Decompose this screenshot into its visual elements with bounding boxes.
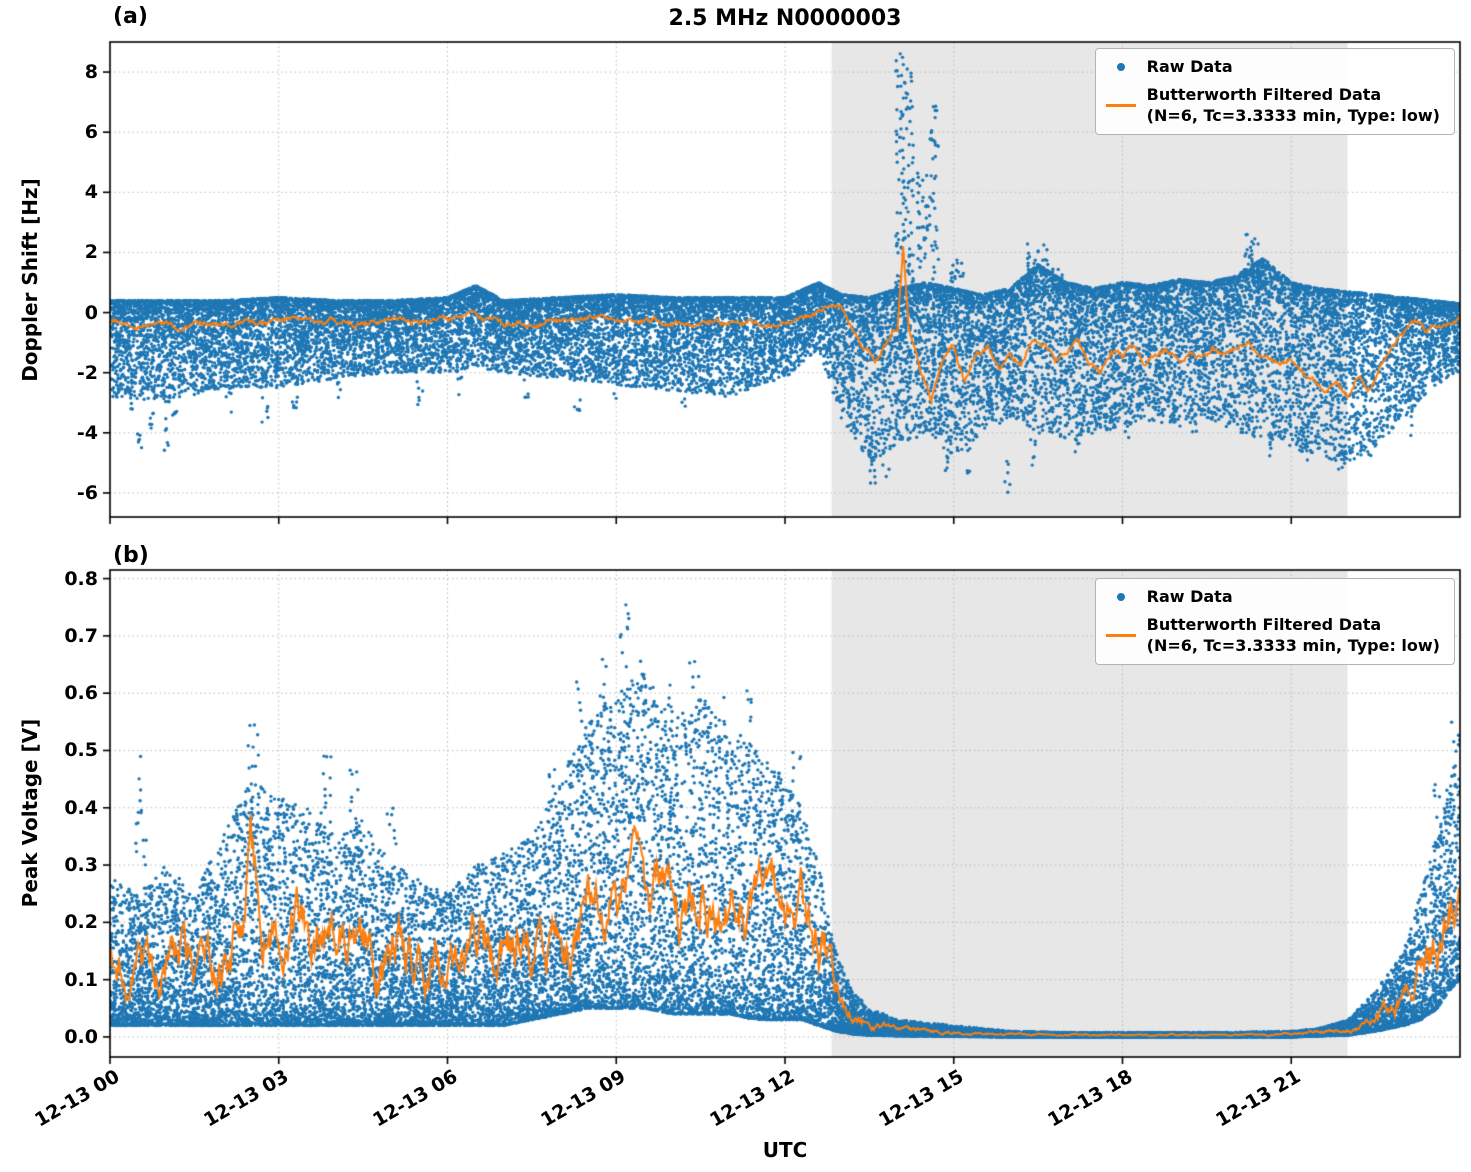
y-tick-label: -2 bbox=[76, 361, 98, 384]
raw-data-marker bbox=[1104, 63, 1138, 72]
y-axis-label-a: Doppler Shift [Hz] bbox=[18, 178, 42, 382]
filtered-data-marker bbox=[1104, 634, 1138, 638]
legend-filtered-label-line1: Butterworth Filtered Data bbox=[1146, 614, 1382, 634]
y-tick-label: 0.0 bbox=[64, 1025, 98, 1048]
legend-b: Raw Data Butterworth Filtered Data (N=6,… bbox=[1094, 578, 1455, 666]
legend-row-raw: Raw Data bbox=[1104, 587, 1440, 608]
filtered-data-marker bbox=[1104, 104, 1138, 108]
legend-a: Raw Data Butterworth Filtered Data (N=6,… bbox=[1094, 48, 1455, 136]
legend-filtered-label-line2: (N=6, Tc=3.3333 min, Type: low) bbox=[1146, 635, 1440, 655]
chart-title: 2.5 MHz N0000003 bbox=[668, 6, 902, 31]
legend-raw-marker bbox=[1116, 63, 1125, 72]
y-tick-label: 6 bbox=[84, 121, 98, 144]
raw-data-marker bbox=[1104, 593, 1138, 602]
legend-raw-label: Raw Data bbox=[1146, 57, 1233, 76]
legend-filtered-label-line1: Butterworth Filtered Data bbox=[1146, 84, 1382, 104]
legend-row-raw: Raw Data bbox=[1104, 57, 1440, 78]
y-tick-label: 0.6 bbox=[64, 682, 98, 705]
y-tick-label: 0.5 bbox=[64, 739, 98, 762]
legend-raw-label: Raw Data bbox=[1146, 587, 1233, 606]
y-tick-label: 0.1 bbox=[64, 968, 98, 991]
legend-filtered-label: Butterworth Filtered Data (N=6, Tc=3.333… bbox=[1147, 85, 1440, 127]
y-tick-label: 4 bbox=[84, 181, 98, 204]
panel-a-label: (a) bbox=[113, 4, 148, 29]
legend-row-filtered: Butterworth Filtered Data (N=6, Tc=3.333… bbox=[1104, 85, 1440, 127]
legend-row-filtered: Butterworth Filtered Data (N=6, Tc=3.333… bbox=[1104, 615, 1440, 657]
x-axis-label: UTC bbox=[762, 1138, 808, 1162]
y-tick-label: 0.8 bbox=[64, 567, 98, 590]
legend-filtered-marker bbox=[1105, 104, 1136, 108]
y-tick-label: 0.3 bbox=[64, 854, 98, 877]
y-tick-label: -4 bbox=[76, 421, 98, 444]
y-tick-label: 0 bbox=[84, 301, 98, 324]
y-tick-label: 0.4 bbox=[64, 796, 98, 819]
y-tick-label: 2 bbox=[84, 241, 98, 264]
panel-b-label: (b) bbox=[113, 543, 149, 568]
legend-filtered-label: Butterworth Filtered Data (N=6, Tc=3.333… bbox=[1147, 615, 1440, 657]
y-tick-label: 0.2 bbox=[64, 911, 98, 934]
legend-filtered-label-line2: (N=6, Tc=3.3333 min, Type: low) bbox=[1146, 105, 1440, 125]
y-tick-label: -6 bbox=[76, 481, 98, 504]
y-tick-label: 0.7 bbox=[64, 624, 98, 647]
legend-filtered-marker bbox=[1105, 634, 1136, 638]
legend-raw-marker bbox=[1116, 593, 1125, 602]
y-tick-label: 8 bbox=[84, 61, 98, 84]
